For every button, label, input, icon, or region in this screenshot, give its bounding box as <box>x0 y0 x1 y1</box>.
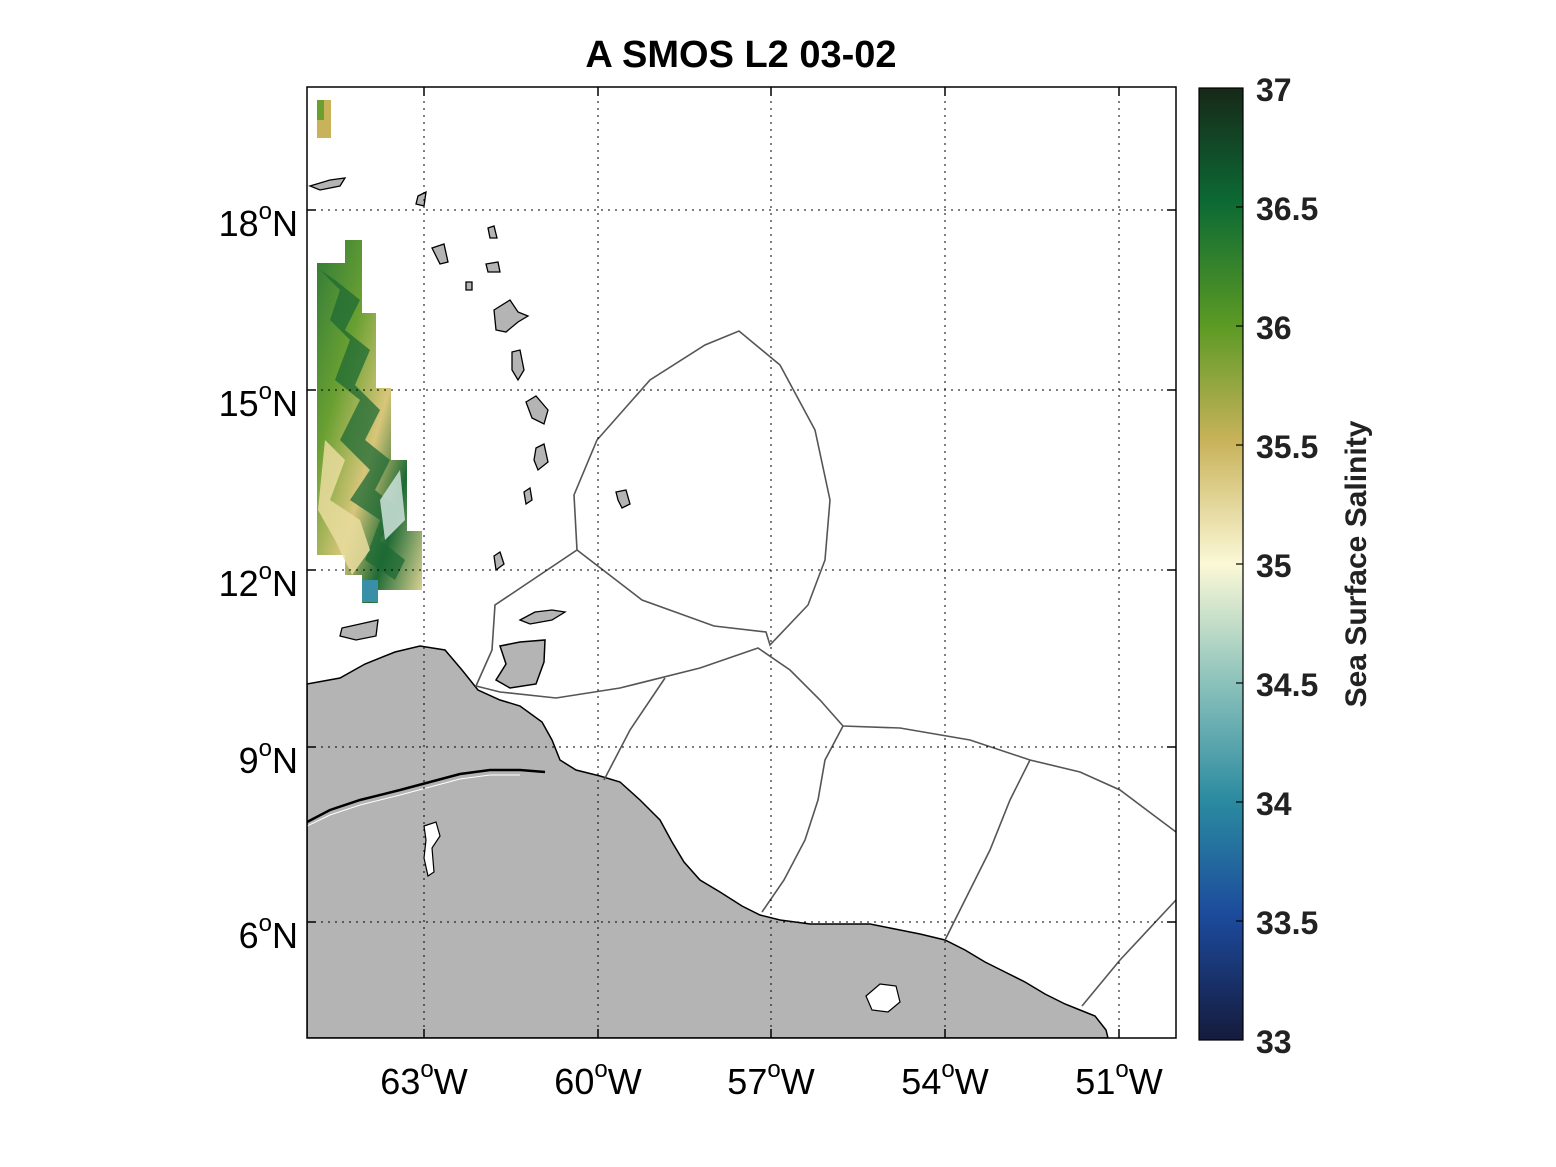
lat-label-6n: 6oN <box>238 910 298 956</box>
graticule <box>307 87 1176 1038</box>
colorbar-tick-34: 34 <box>1256 786 1292 822</box>
lat-label-18n: 18oN <box>218 198 298 244</box>
colorbar-tick-35: 35 <box>1256 548 1292 584</box>
map-title: A SMOS L2 03-02 <box>585 34 897 76</box>
lon-label-60w: 60oW <box>554 1056 642 1102</box>
colorbar-tick-36-5: 36.5 <box>1256 191 1319 227</box>
colorbar-tick-33: 33 <box>1256 1024 1292 1060</box>
colorbar-tick-36: 36 <box>1256 310 1292 346</box>
lesser-antilles <box>308 177 631 572</box>
colorbar <box>1198 87 1244 1041</box>
south-america-land <box>307 645 1109 1038</box>
colorbar-tick-33-5: 33.5 <box>1256 905 1319 941</box>
colorbar-tick-35-5: 35.5 <box>1256 429 1319 465</box>
trinidad-land <box>494 639 546 689</box>
map-frame <box>306 86 1177 1039</box>
colorbar-title: Sea Surface Salinity <box>1340 420 1373 708</box>
lat-label-9n: 9oN <box>238 735 298 781</box>
colorbar-tick-37: 37 <box>1256 72 1292 108</box>
lon-label-63w: 63oW <box>380 1056 468 1102</box>
colorbar-tick-34-5: 34.5 <box>1256 667 1319 703</box>
lat-label-15n: 15oN <box>218 378 298 424</box>
salinity-swath <box>317 100 422 603</box>
eez-boundaries <box>474 330 1176 1007</box>
lat-label-12n: 12oN <box>218 558 298 604</box>
lon-label-57w: 57oW <box>727 1056 815 1102</box>
lon-label-51w: 51oW <box>1075 1056 1163 1102</box>
lon-label-54w: 54oW <box>901 1056 989 1102</box>
